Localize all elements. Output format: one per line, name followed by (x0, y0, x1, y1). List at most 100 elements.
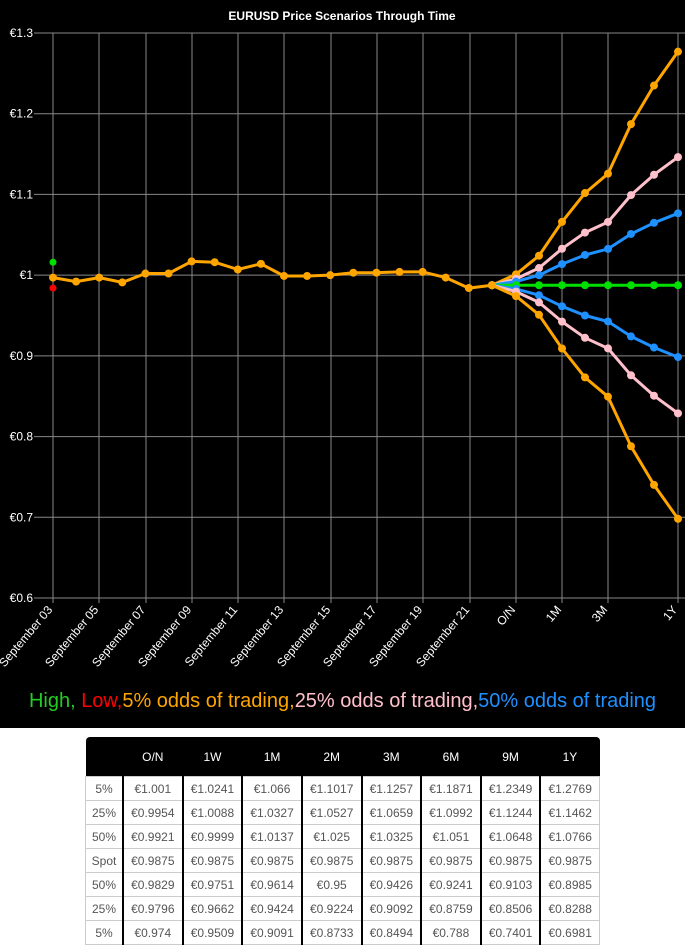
table-cell: €0.9426 (360, 872, 422, 897)
header-blank (85, 737, 123, 777)
header-1w: 1W (182, 737, 243, 777)
table-cell: €0.95 (300, 872, 362, 897)
table-cell: €1.1017 (300, 776, 362, 801)
table-cell: €0.788 (420, 920, 481, 945)
history-line (49, 257, 496, 293)
table-cell: €1.0527 (300, 800, 362, 825)
y-tick-label: €1.2 (10, 107, 34, 121)
header-1m: 1M (242, 737, 302, 777)
legend-item: 50% odds of trading (478, 690, 657, 712)
table-cell: €1.051 (420, 824, 481, 849)
table-cell: €0.9875 (420, 848, 481, 873)
table-cell: €0.9875 (181, 848, 243, 873)
table-cell: €1.0137 (241, 824, 302, 849)
y-tick-label: €0.6 (10, 591, 34, 605)
table-cell: €1.001 (122, 776, 183, 801)
row-label: 25% (85, 896, 123, 921)
series-line (488, 281, 682, 523)
scenario-table-container: O/N 1W 1M 2M 3M 6M 9M 1Y 5% €1.001 €1.0241… (85, 737, 601, 945)
table-cell: €1.1871 (420, 776, 481, 801)
table-cell: €1.1462 (539, 800, 601, 825)
table-cell: €0.9875 (360, 848, 422, 873)
table-cell: €0.8985 (539, 872, 601, 897)
table-cell: €1.0241 (181, 776, 243, 801)
y-axis: €0.6 €0.7 €0.8 €0.9 €1 €1.1 €1.2 €1.3 (10, 26, 34, 605)
table-cell: €1.1257 (360, 776, 422, 801)
table-row: 25% €0.9954 €1.0088 €1.0327 €1.0527 €1.0659 €1… (85, 800, 601, 825)
table-cell: €0.9509 (181, 920, 243, 945)
table-cell: €0.8506 (479, 896, 541, 921)
table-cell: €0.9662 (181, 896, 243, 921)
table-cell: €1.0327 (241, 800, 302, 825)
table-cell: €0.9999 (181, 824, 243, 849)
table-header-row: O/N 1W 1M 2M 3M 6M 9M 1Y (85, 737, 600, 777)
table-cell: €0.6981 (539, 920, 601, 945)
y-tick-label: €0.9 (10, 349, 34, 363)
table-cell: €0.9921 (122, 824, 183, 849)
series-line (488, 209, 682, 290)
table-cell: €1.0088 (181, 800, 243, 825)
series-line (488, 281, 682, 362)
table-cell: €0.8733 (300, 920, 362, 945)
row-label: 5% (85, 920, 123, 945)
table-cell: €0.9875 (241, 848, 302, 873)
legend-item: High, (28, 690, 82, 712)
table-cell: €0.9092 (360, 896, 422, 921)
row-label: 50% (85, 824, 123, 849)
table-row: 50% €0.9921 €0.9999 €1.0137 €1.025 €1.0325 €1.… (85, 824, 601, 849)
table-cell: €0.974 (122, 920, 183, 945)
table-cell: €0.9829 (122, 872, 183, 897)
table-row: 25% €0.9796 €0.9662 €0.9424 €0.9224 €0.9092 €0… (85, 896, 601, 921)
header-6m: 6M (421, 737, 481, 777)
chart-series (49, 47, 682, 523)
series-line (488, 281, 682, 418)
y-tick-label: €0.7 (10, 510, 34, 524)
table-cell: €0.7401 (479, 920, 541, 945)
table-cell: €0.8288 (539, 896, 601, 921)
header-3m: 3M (361, 737, 422, 777)
table-cell: €1.0766 (539, 824, 601, 849)
table-cell: €0.9103 (479, 872, 541, 897)
table-cell: €1.025 (300, 824, 362, 849)
legend-item: 5% odds of trading, (122, 690, 295, 712)
y-tick-label: €0.8 (10, 430, 34, 444)
table-cell: €1.0992 (420, 800, 481, 825)
table-cell: €0.9241 (420, 872, 481, 897)
table-cell: €0.9875 (122, 848, 183, 873)
row-label: 50% (85, 872, 123, 897)
table-cell: €0.9875 (539, 848, 601, 873)
table-cell: €1.0648 (479, 824, 541, 849)
x-tick-label: 1M (543, 603, 564, 625)
chart-legend: High, Low,5% odds of trading,25% odds of… (0, 690, 685, 713)
scenario-table: O/N 1W 1M 2M 3M 6M 9M 1Y 5% €1.001 €1.0241… (85, 737, 601, 945)
table-cell: €0.9614 (241, 872, 302, 897)
row-label: 5% (85, 776, 123, 801)
row-label: 25% (85, 800, 123, 825)
table-row: 5% €0.974 €0.9509 €0.9091 €0.8733 €0.8494 €0.7… (85, 920, 601, 945)
table-cell: €1.2769 (539, 776, 601, 801)
price-scenario-chart: EURUSD Price Scenarios Through Time €0.6… (0, 9, 685, 670)
chart-panel: EURUSD Price Scenarios Through Time €0.6… (0, 0, 685, 728)
table-cell: €1.0659 (360, 800, 422, 825)
table-cell: €0.8759 (420, 896, 481, 921)
chart-title: EURUSD Price Scenarios Through Time (228, 9, 455, 23)
table-row: Spot €0.9875 €0.9875 €0.9875 €0.9875 €0.9875 €… (85, 848, 601, 873)
x-tick-label: O/N (494, 603, 518, 628)
table-cell: €0.9954 (122, 800, 183, 825)
table-cell: €0.9875 (300, 848, 362, 873)
table-cell: €1.0325 (360, 824, 422, 849)
table-cell: €0.8494 (360, 920, 422, 945)
table-cell: €0.9751 (181, 872, 243, 897)
x-tick-label: 1Y (660, 603, 680, 623)
low-marker (49, 284, 57, 292)
table-cell: €0.9875 (479, 848, 541, 873)
table-cell: €0.9091 (241, 920, 302, 945)
legend-item: 25% odds of trading, (294, 690, 479, 712)
table-cell: €0.9424 (241, 896, 302, 921)
header-2m: 2M (301, 737, 362, 777)
table-cell: €0.9224 (300, 896, 362, 921)
high-marker (49, 258, 57, 266)
x-tick-label: 3M (589, 603, 610, 625)
header-9m: 9M (480, 737, 541, 777)
